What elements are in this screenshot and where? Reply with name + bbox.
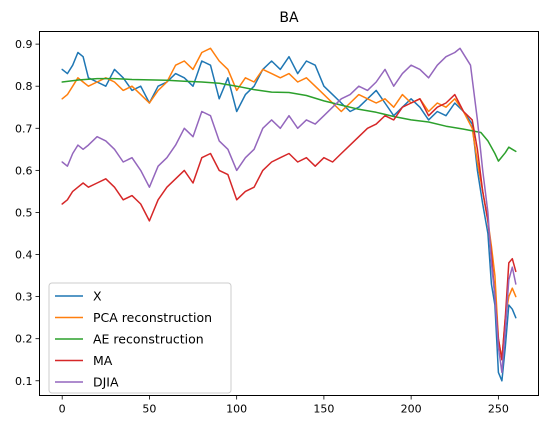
- series-line-djia: [61, 47, 517, 374]
- legend-label: MA: [93, 353, 113, 368]
- x-tick-label: 0: [59, 403, 66, 416]
- legend-label: PCA reconstruction: [93, 310, 212, 325]
- x-tick-label: 250: [488, 403, 509, 416]
- y-axis: 0.1 0.2 0.3 0.4 0.5 0.6 0.7 0.8 0.9: [15, 38, 40, 388]
- series-line-x: [61, 51, 517, 382]
- legend: X PCA reconstruction AE reconstruction MA DJ…: [48, 282, 232, 394]
- legend-box: [48, 282, 232, 394]
- y-tick-label: 0.3: [15, 291, 33, 304]
- y-tick-label: 0.9: [15, 38, 33, 51]
- legend-label: X: [93, 289, 102, 304]
- x-axis: 0 50 100 150 200 250: [59, 395, 509, 416]
- legend-label: DJIA: [93, 375, 119, 390]
- y-tick-label: 0.4: [15, 249, 33, 262]
- series-line-ae-reconstruction: [61, 77, 517, 162]
- y-tick-label: 0.1: [15, 375, 33, 388]
- plot-frame: [39, 31, 539, 396]
- y-tick-label: 0.7: [15, 122, 33, 135]
- series-lines: [61, 47, 517, 382]
- y-tick-label: 0.2: [15, 333, 33, 346]
- x-tick-label: 50: [142, 403, 156, 416]
- chart-title: BA: [279, 10, 299, 26]
- series-line-ma: [61, 93, 517, 361]
- legend-label: AE reconstruction: [93, 332, 204, 347]
- y-tick-label: 0.5: [15, 206, 33, 219]
- y-tick-label: 0.6: [15, 164, 33, 177]
- x-tick-label: 150: [313, 403, 334, 416]
- x-tick-label: 200: [401, 403, 422, 416]
- x-tick-label: 100: [226, 403, 247, 416]
- y-tick-label: 0.8: [15, 80, 33, 93]
- series-line-pca-reconstruction: [61, 47, 517, 361]
